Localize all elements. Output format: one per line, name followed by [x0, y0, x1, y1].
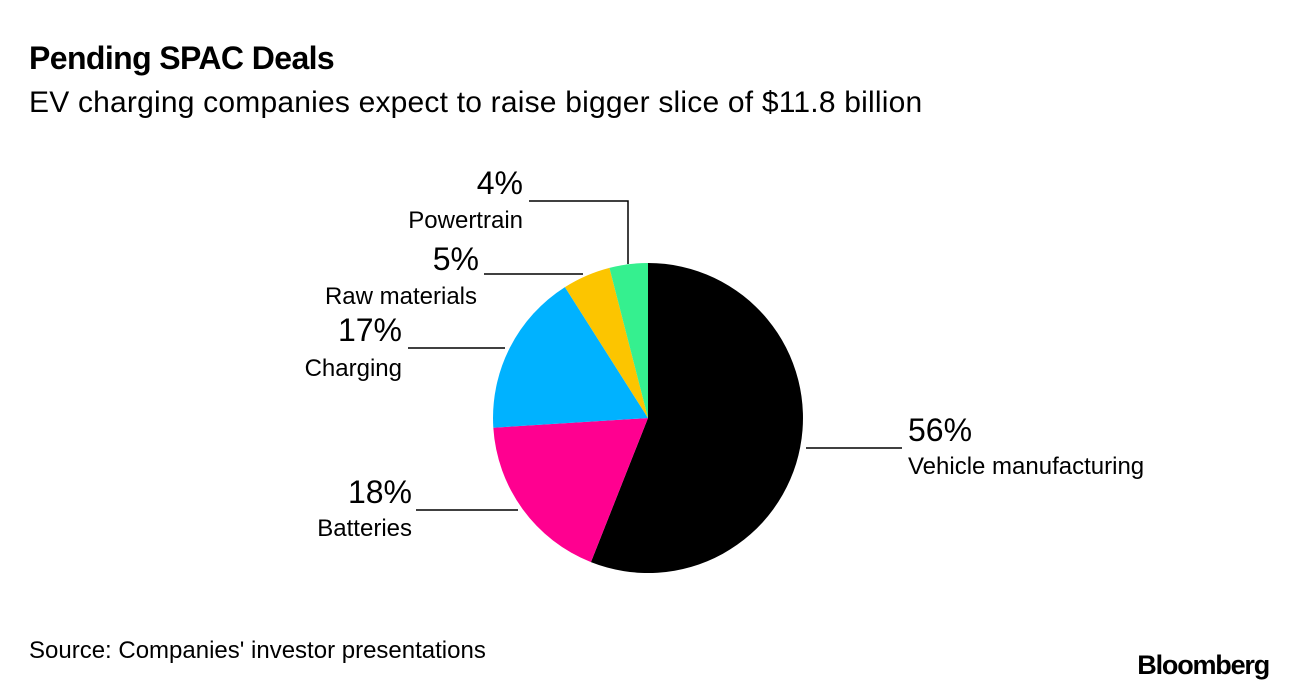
slice-percent-label: 17%: [338, 312, 402, 348]
slice-category-label: Vehicle manufacturing: [908, 453, 1144, 480]
slice-category-label: Powertrain: [408, 207, 523, 234]
pie-slice-powertrain: [609, 263, 648, 418]
pie-slice-vehicle-manufacturing: [590, 263, 803, 574]
bloomberg-logo: Bloomberg: [1137, 650, 1270, 680]
slice-category-label: Batteries: [317, 515, 412, 542]
chart-subtitle: EV charging companies expect to raise bi…: [29, 86, 923, 119]
slice-percent-label: 5%: [433, 241, 479, 277]
pie-slice-batteries: [493, 418, 648, 563]
slice-percent-label: 56%: [908, 412, 972, 448]
slice-category-label: Charging: [305, 355, 402, 382]
slice-category-label: Raw materials: [325, 283, 477, 310]
pie-slice-raw-materials: [564, 267, 648, 418]
pie-slice-charging: [493, 287, 648, 428]
chart-title: Pending SPAC Deals: [29, 40, 335, 76]
source-note: Source: Companies' investor presentation…: [29, 637, 486, 664]
pie-slices: [493, 263, 803, 574]
slice-percent-label: 4%: [477, 165, 523, 201]
slice-percent-label: 18%: [348, 474, 412, 510]
leader-line-powertrain: [529, 200, 629, 264]
pie-labels: 56% Vehicle manufacturing 18% Batteries 17% C…: [305, 165, 1145, 542]
